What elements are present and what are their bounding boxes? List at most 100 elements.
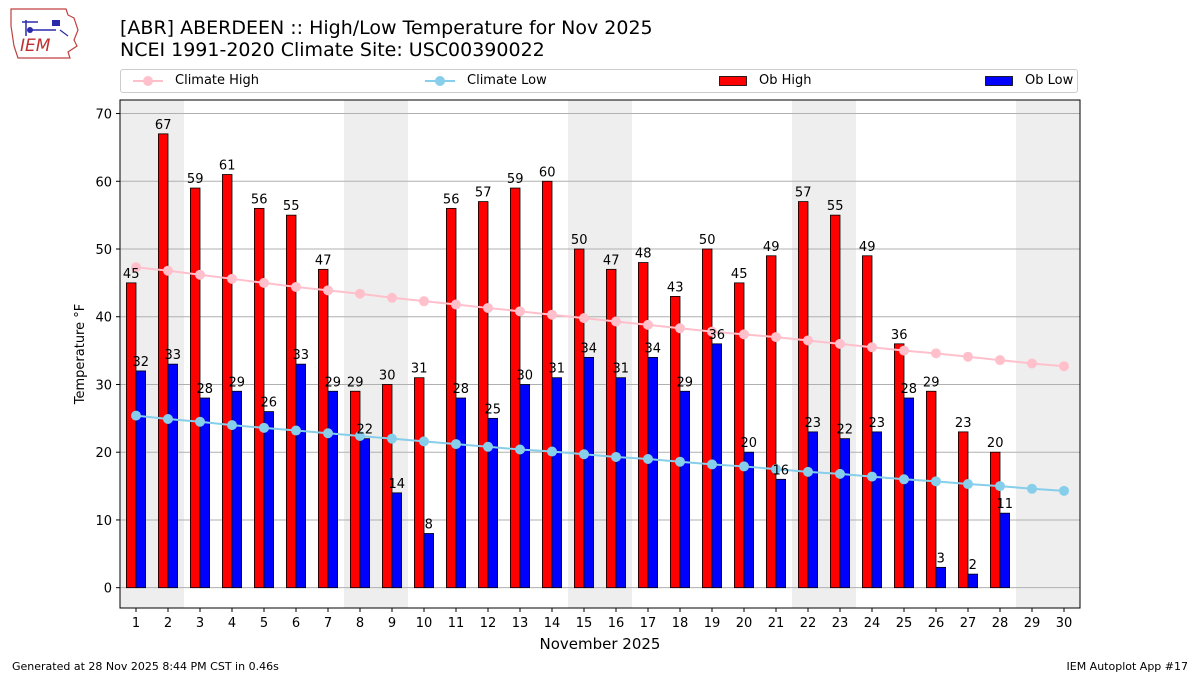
x-tick-label: 19 — [704, 616, 721, 631]
ob-high-bar — [990, 451, 1001, 589]
ob-low-value-label: 26 — [261, 396, 278, 411]
ob-low-bar — [583, 356, 595, 589]
ob-low-value-label: 33 — [293, 348, 310, 363]
ob-high-value-label: 29 — [923, 375, 940, 390]
ob-high-value-label: 59 — [187, 172, 204, 187]
x-tick-label: 1 — [132, 616, 140, 631]
x-tick-label: 30 — [1056, 616, 1073, 631]
ob-high-bar — [509, 187, 521, 589]
climate-high-point — [771, 332, 781, 343]
legend-label-climate-high: Climate High — [175, 73, 260, 88]
ob-high-bar — [894, 343, 905, 589]
climate-high-point — [163, 265, 173, 276]
ob-low-bar — [167, 363, 179, 589]
climate-low-point — [451, 439, 461, 450]
x-tick-label: 18 — [672, 616, 689, 631]
footer-generated: Generated at 28 Nov 2025 8:44 PM CST in … — [12, 660, 279, 673]
ob-low-bar — [487, 417, 499, 589]
ob-high-value-label: 43 — [667, 280, 684, 295]
ob-low-bar — [231, 390, 243, 589]
grid-lines — [120, 113, 1080, 589]
climate-high-point — [963, 351, 973, 362]
ob-high-value-label: 57 — [475, 186, 492, 201]
x-tick-label: 29 — [1024, 616, 1041, 631]
x-tick-label: 26 — [928, 616, 945, 631]
ob-low-bar — [999, 512, 1011, 589]
ob-high-bar — [349, 390, 361, 589]
ob-low-value-label: 31 — [549, 362, 566, 377]
ob-high-bar — [157, 133, 169, 589]
climate-low-point — [323, 428, 333, 439]
x-tick-label: 16 — [608, 616, 625, 631]
legend: Climate High Climate Low Ob High Ob Low — [120, 69, 1078, 93]
ob-low-value-label: 34 — [645, 341, 662, 356]
ob-low-value-label: 23 — [869, 416, 886, 431]
ob-high-value-label: 23 — [955, 416, 972, 431]
climate-high-point — [355, 288, 365, 299]
ob-high-value-label: 47 — [603, 253, 620, 268]
y-tick-label: 60 — [95, 175, 112, 190]
climate-low-point — [867, 471, 877, 482]
ob-high-value-label: 67 — [155, 118, 172, 133]
climate-high-point — [1027, 358, 1037, 369]
climate-low-point — [227, 420, 237, 431]
ob-low-bar — [903, 397, 915, 589]
x-tick-label: 25 — [896, 616, 913, 631]
ob-low-value-label: 25 — [485, 402, 502, 417]
climate-high-point — [451, 299, 461, 310]
climate-high-point — [131, 262, 141, 273]
climate-low-point — [291, 425, 301, 436]
ob-high-bar — [574, 248, 585, 589]
ob-low-bar — [519, 384, 531, 589]
ob-low-value-label: 29 — [229, 375, 246, 390]
legend-label-ob-low: Ob Low — [1025, 73, 1074, 88]
climate-low-point — [419, 436, 429, 447]
climate-low-point — [835, 468, 845, 479]
y-tick-label: 0 — [104, 582, 112, 597]
climate-high-point — [195, 269, 205, 280]
ob-low-value-label: 11 — [997, 497, 1014, 512]
ob-low-value-label: 36 — [709, 328, 726, 343]
ob-high-bar — [670, 296, 681, 589]
ob-low-bar — [455, 397, 467, 589]
x-tick-label: 5 — [260, 616, 268, 631]
ob-low-value-label: 32 — [133, 355, 150, 370]
climate-low-point — [515, 444, 525, 455]
ob-low-value-label: 33 — [165, 348, 182, 363]
ob-high-value-label: 29 — [347, 375, 364, 390]
ob-high-bar — [862, 255, 873, 589]
ob-low-value-label: 29 — [677, 375, 694, 390]
x-tick-label: 7 — [324, 616, 332, 631]
climate-high-point — [675, 323, 685, 334]
ob-high-bar — [830, 214, 841, 589]
y-tick-label: 30 — [95, 378, 112, 393]
legend-item-climate-low: Climate Low — [425, 73, 547, 88]
x-tick-label: 12 — [480, 616, 497, 631]
ob-high-value-label: 31 — [411, 362, 428, 377]
ob-low-value-label: 3 — [937, 551, 945, 566]
climate-high-point — [1059, 361, 1069, 372]
climate-low-point — [547, 446, 557, 457]
climate-low-point — [963, 479, 973, 490]
climate-high-point — [323, 285, 333, 296]
climate-high-point — [707, 326, 717, 337]
ob-low-value-label: 34 — [581, 341, 598, 356]
climate-high-point — [259, 277, 269, 288]
ob-low-bar — [679, 390, 691, 589]
climate-low-point — [195, 416, 205, 427]
climate-low-point — [995, 481, 1005, 492]
footer-app-id: IEM Autoplot App #17 — [1066, 660, 1189, 673]
legend-item-climate-high: Climate High — [133, 73, 259, 88]
ob-high-value-label: 61 — [219, 159, 236, 174]
ob-low-bar — [391, 492, 403, 589]
climate-high-point — [227, 273, 237, 284]
ob-low-value-label: 16 — [773, 463, 790, 478]
climate-high-point — [419, 296, 429, 307]
climate-lines — [131, 262, 1069, 496]
climate-high-point — [739, 329, 749, 340]
climate-high-point — [899, 345, 909, 356]
x-tick-label: 9 — [388, 616, 396, 631]
climate-low-line — [135, 414, 1065, 492]
climate-high-point — [483, 302, 493, 313]
x-tick-label: 24 — [864, 616, 881, 631]
